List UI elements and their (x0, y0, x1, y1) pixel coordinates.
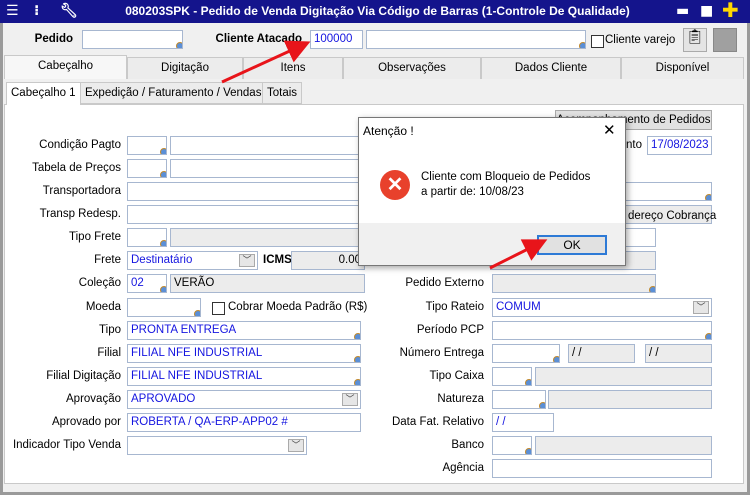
pedido-externo-label: Pedido Externo (405, 277, 484, 289)
window-title: 080203SPK - Pedido de Venda Digitação Vi… (125, 4, 630, 18)
data-label: nto (626, 139, 642, 151)
cobrar-moeda-checkbox[interactable] (212, 302, 225, 315)
transp-redesp-label: Transp Redesp. (39, 208, 121, 220)
tabela-precos-label: Tabela de Preços (32, 162, 121, 174)
arrow-to-cliente (221, 40, 311, 84)
colecao-name: VERÃO (170, 274, 365, 293)
tabela-precos-code[interactable] (127, 159, 167, 178)
indicador-tipo-venda-select[interactable]: ﹀ (127, 436, 307, 455)
banco-label: Banco (451, 439, 484, 451)
frete-label: Frete (94, 254, 121, 266)
tipo-rateio-select[interactable]: COMUM ﹀ (492, 298, 712, 317)
colecao-code[interactable]: 02 (127, 274, 167, 293)
ok-button[interactable]: OK (537, 235, 607, 255)
condicao-pagto-label: Condição Pagto (39, 139, 121, 151)
natureza-code[interactable] (492, 390, 546, 409)
colecao-label: Coleção (78, 277, 121, 289)
pedido-label: Pedido (34, 33, 73, 45)
data-fat-relativo-input[interactable]: / / (492, 413, 554, 432)
pedido-externo-input[interactable] (492, 274, 656, 293)
aprovacao-select[interactable]: APROVADO ﹀ (127, 390, 361, 409)
tipo-frete-label: Tipo Frete (69, 231, 121, 243)
agencia-input[interactable] (492, 459, 712, 478)
tipo-caixa-code[interactable] (492, 367, 532, 386)
moeda-label: Moeda (85, 301, 121, 313)
indicador-tipo-venda-label: Indicador Tipo Venda (12, 439, 121, 451)
cliente-varejo-checkbox[interactable] (591, 35, 604, 48)
icms-input[interactable]: 0.00 (291, 251, 365, 270)
tipo-caixa-label: Tipo Caixa (429, 370, 484, 382)
maximize-button[interactable]: ■ (700, 3, 714, 19)
numero-entrega-input[interactable] (492, 344, 560, 363)
pedido-input[interactable] (82, 30, 183, 49)
agencia-label: Agência (442, 462, 484, 474)
entrega-date-2: / / (645, 344, 712, 363)
data-input[interactable]: 17/08/2023 (647, 136, 712, 155)
filial-digitacao-input[interactable]: FILIAL NFE INDUSTRIAL (127, 367, 361, 386)
chevron-down-icon[interactable]: ﹀ (288, 439, 304, 452)
frete-value: Destinatário (131, 254, 193, 266)
subtab-totais[interactable]: Totais (262, 82, 303, 104)
tipo-label: Tipo (99, 324, 121, 336)
natureza-desc (548, 390, 712, 409)
tab-disponivel[interactable]: Disponível (621, 57, 744, 79)
banco-desc (535, 436, 712, 455)
filial-label: Filial (97, 347, 121, 359)
periodo-pcp-label: Período PCP (416, 324, 484, 336)
chevron-down-icon[interactable]: ﹀ (693, 301, 709, 314)
title-bar: ☰ ⁝ 🔧︎ 080203SPK - Pedido de Venda Digit… (0, 0, 750, 23)
cliente-varejo-label: Cliente varejo (605, 34, 676, 46)
tab-observacoes[interactable]: Observações (343, 57, 481, 79)
tipo-caixa-desc (535, 367, 712, 386)
icms-label: ICMS (263, 254, 292, 266)
dialog-title: Atenção ! (363, 124, 414, 138)
numero-entrega-label: Número Entrega (399, 347, 484, 359)
condicao-pagto-code[interactable] (127, 136, 167, 155)
aprovacao-label: Aprovação (66, 393, 121, 405)
tab-dados-cliente[interactable]: Dados Cliente (481, 57, 621, 79)
entrega-date-1: / / (568, 344, 635, 363)
moeda-input[interactable] (127, 298, 201, 317)
tipo-rateio-value: COMUM (496, 301, 541, 313)
filial-input[interactable]: FILIAL NFE INDUSTRIAL (127, 344, 361, 363)
chevron-down-icon[interactable]: ﹀ (342, 393, 358, 406)
cobrar-moeda-label: Cobrar Moeda Padrão (R$) (228, 301, 368, 313)
subtab-expedicao[interactable]: Expedição / Faturamento / Vendas (80, 82, 267, 104)
wrench-icon[interactable]: 🔧︎ (60, 3, 78, 19)
natureza-label: Natureza (437, 393, 484, 405)
cliente-name-input[interactable] (366, 30, 586, 49)
tipo-rateio-label: Tipo Rateio (425, 301, 484, 313)
data-fat-relativo-label: Data Fat. Relativo (391, 416, 484, 428)
endereco-cobranca-label: dereço Cobrança (628, 210, 717, 222)
subtab-cabecalho-1[interactable]: Cabeçalho 1 (6, 82, 81, 105)
error-icon: ✕ (380, 170, 410, 200)
chevron-down-icon[interactable]: ﹀ (239, 254, 255, 267)
filial-digitacao-label: Filial Digitação (46, 370, 121, 382)
periodo-pcp-input[interactable] (492, 321, 712, 340)
transportadora-label: Transportadora (42, 185, 121, 197)
aprovado-por-label: Aprovado por (51, 416, 121, 428)
minimize-button[interactable]: ▬ (676, 3, 690, 19)
banco-code[interactable] (492, 436, 532, 455)
traffic-light-icon[interactable]: ⁝ (34, 3, 40, 19)
dialog-message-line1: Cliente com Bloqueio de Pedidos (421, 171, 591, 183)
tab-cabecalho[interactable]: Cabeçalho (4, 55, 127, 79)
clipboard-icon[interactable]: 📋︎ (683, 28, 707, 52)
gray-button[interactable] (713, 28, 737, 52)
menu-icon[interactable]: ☰ (6, 3, 19, 19)
aprovado-por-input[interactable]: ROBERTA / QA-ERP-APP02 # (127, 413, 361, 432)
cliente-atacado-label: Cliente Atacado (215, 33, 302, 45)
close-button[interactable]: ✕ (603, 122, 616, 139)
tab-digitacao[interactable]: Digitação (127, 57, 243, 79)
aprovacao-value: APROVADO (131, 393, 196, 405)
frete-select[interactable]: Destinatário ﹀ (127, 251, 258, 270)
dialog-message-line2: a partir de: 10/08/23 (421, 186, 524, 198)
tipo-input[interactable]: PRONTA ENTREGA (127, 321, 361, 340)
arrow-to-ok (489, 239, 548, 270)
cliente-code-input[interactable]: 100000 (310, 30, 363, 49)
tipo-frete-code[interactable] (127, 228, 167, 247)
add-icon[interactable]: ✚ (722, 0, 739, 22)
